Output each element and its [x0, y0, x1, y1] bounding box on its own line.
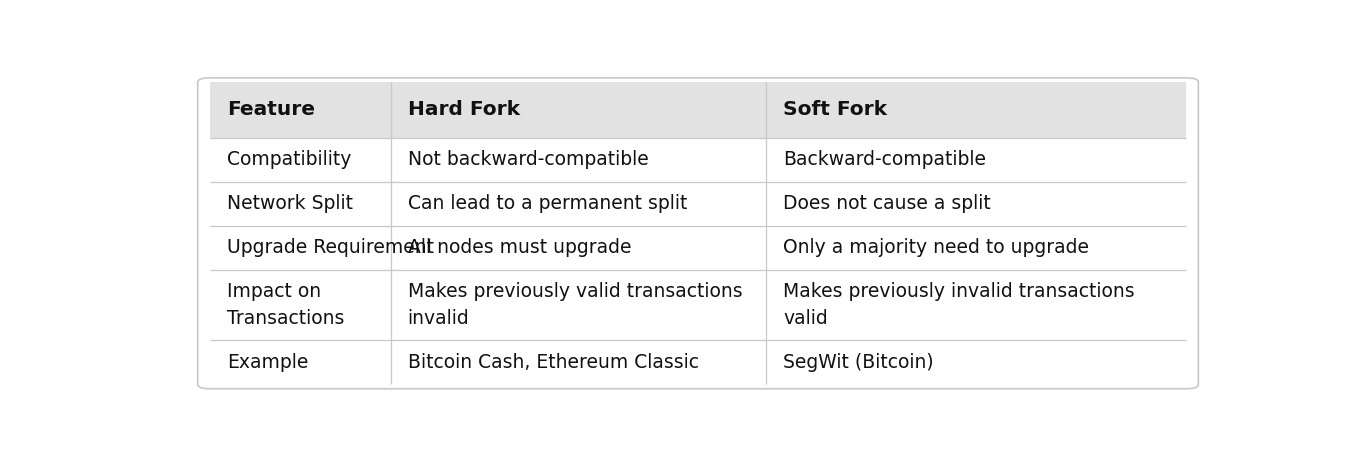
Text: Makes previously valid transactions
invalid: Makes previously valid transactions inva… — [407, 282, 742, 328]
Text: Only a majority need to upgrade: Only a majority need to upgrade — [783, 238, 1090, 257]
Text: Backward-compatible: Backward-compatible — [783, 150, 986, 169]
Text: Compatibility: Compatibility — [227, 150, 351, 169]
Text: Can lead to a permanent split: Can lead to a permanent split — [407, 194, 686, 213]
FancyBboxPatch shape — [197, 78, 1199, 389]
Text: Example: Example — [227, 353, 309, 372]
Text: SegWit (Bitcoin): SegWit (Bitcoin) — [783, 353, 934, 372]
Text: Soft Fork: Soft Fork — [783, 100, 887, 119]
Text: Feature: Feature — [227, 100, 315, 119]
Bar — [210, 82, 1186, 138]
Text: Not backward-compatible: Not backward-compatible — [407, 150, 648, 169]
Text: All nodes must upgrade: All nodes must upgrade — [407, 238, 631, 257]
Text: Network Split: Network Split — [227, 194, 353, 213]
Text: Does not cause a split: Does not cause a split — [783, 194, 992, 213]
Text: Impact on
Transactions: Impact on Transactions — [227, 282, 345, 328]
Text: Upgrade Requirement: Upgrade Requirement — [227, 238, 434, 257]
Text: Bitcoin Cash, Ethereum Classic: Bitcoin Cash, Ethereum Classic — [407, 353, 699, 372]
Text: Hard Fork: Hard Fork — [407, 100, 520, 119]
Text: Makes previously invalid transactions
valid: Makes previously invalid transactions va… — [783, 282, 1135, 328]
